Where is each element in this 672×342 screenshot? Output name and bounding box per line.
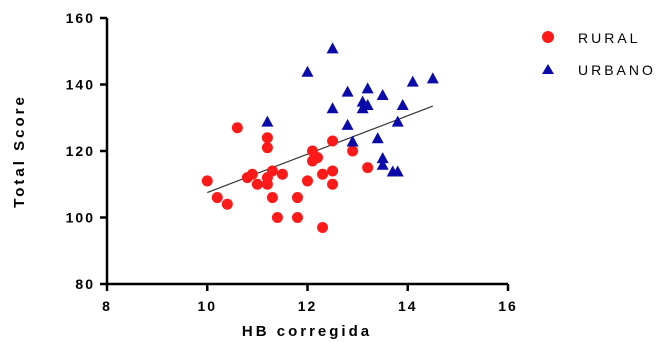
rural-point xyxy=(201,175,213,187)
rural-point xyxy=(211,192,223,204)
axis-ticks: 8 10 12 14 16 80 100 120 140 160 xyxy=(66,10,518,314)
y-tick-label: 140 xyxy=(66,77,95,93)
rural-point xyxy=(261,142,273,154)
rural-point xyxy=(246,168,258,180)
rural-point xyxy=(362,162,374,174)
urbano-point xyxy=(396,98,409,110)
y-tick-label: 100 xyxy=(66,210,95,226)
rural-point xyxy=(251,178,263,190)
x-tick-label: 14 xyxy=(398,298,418,314)
y-tick-label: 120 xyxy=(66,143,95,159)
x-tick-label: 8 xyxy=(102,298,112,314)
rural-point xyxy=(231,122,243,134)
rural-point xyxy=(327,165,339,177)
rural-point xyxy=(291,192,303,204)
rural-point xyxy=(327,135,339,147)
rural-point xyxy=(312,152,324,164)
legend-urbano-label: URBANO xyxy=(578,62,656,78)
rural-point xyxy=(266,192,278,204)
rural-point xyxy=(317,168,329,180)
urbano-point xyxy=(326,102,339,114)
rural-point xyxy=(302,175,313,187)
urbano-point xyxy=(376,158,389,170)
rural-point xyxy=(266,165,278,177)
urbano-point xyxy=(326,42,339,54)
legend: RURAL URBANO xyxy=(542,30,656,78)
legend-rural-marker xyxy=(542,31,554,43)
urbano-point xyxy=(406,75,419,87)
urbano-point xyxy=(376,152,389,164)
urbano-point xyxy=(356,102,369,114)
rural-point xyxy=(276,168,288,180)
urbano-point xyxy=(371,132,384,144)
legend-rural-label: RURAL xyxy=(578,30,640,46)
rural-point xyxy=(317,221,329,233)
y-tick-label: 160 xyxy=(66,10,95,26)
urbano-point xyxy=(346,135,359,147)
urbano-point xyxy=(361,98,374,110)
rural-point xyxy=(347,145,359,157)
rural-point xyxy=(221,198,233,210)
urbano-point xyxy=(376,88,389,100)
urbano-point xyxy=(341,118,354,130)
x-axis-title: HB corregida xyxy=(242,323,372,340)
x-tick-label: 16 xyxy=(498,298,518,314)
urbano-point xyxy=(341,85,354,97)
rural-point xyxy=(271,212,283,223)
urbano-point xyxy=(361,82,374,94)
urbano-point xyxy=(261,115,274,127)
y-tick-label: 80 xyxy=(75,276,95,292)
urbano-point xyxy=(426,72,439,84)
data-points xyxy=(201,42,439,233)
urbano-point xyxy=(391,115,404,127)
rural-point xyxy=(327,178,339,190)
rural-point xyxy=(261,132,273,144)
urbano-point xyxy=(391,165,404,177)
rural-point xyxy=(291,212,303,223)
legend-urbano-marker xyxy=(542,64,554,74)
urbano-point xyxy=(301,65,314,77)
x-tick-label: 10 xyxy=(197,298,217,314)
x-tick-label: 12 xyxy=(298,298,318,314)
y-axis-title: Total Score xyxy=(11,94,28,208)
